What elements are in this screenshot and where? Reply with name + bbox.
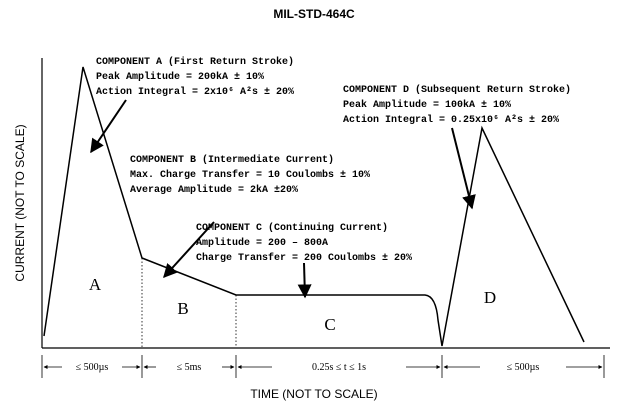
- annotation-line: Average Amplitude = 2kA ±20%: [130, 184, 298, 196]
- annotation-line: Peak Amplitude = 100kA ± 10%: [343, 99, 511, 111]
- region-label: A: [89, 275, 102, 294]
- waveform: [43, 66, 585, 347]
- axes: [41, 58, 610, 349]
- interval-markers: [41, 355, 605, 378]
- region-dividers: [141, 258, 237, 348]
- annotation-line: Charge Transfer = 200 Coulombs ± 20%: [196, 252, 412, 264]
- annotation-line: COMPONENT B (Intermediate Current): [130, 154, 334, 166]
- interval-label: 0.25s ≤ t ≤ 1s: [312, 362, 366, 373]
- interval-label: ≤ 500µs: [507, 362, 540, 373]
- annotation-line: Action Integral = 2x10⁶ A²s ± 20%: [96, 86, 294, 98]
- region-label: B: [177, 299, 188, 318]
- annotation-line: Action Integral = 0.25x10⁶ A²s ± 20%: [343, 114, 559, 126]
- pointer-arrows: [90, 99, 476, 299]
- title: MIL-STD-464C: [273, 7, 355, 21]
- interval-label: ≤ 5ms: [177, 362, 202, 373]
- labels: COMPONENT A (First Return Stroke) Peak Am…: [76, 56, 571, 373]
- region-label: D: [484, 288, 496, 307]
- annotation-line: Peak Amplitude = 200kA ± 10%: [96, 71, 264, 83]
- interval-label: ≤ 500µs: [76, 362, 109, 373]
- annotation-line: COMPONENT A (First Return Stroke): [96, 56, 294, 68]
- annotation-line: Amplitude = 200 – 800A: [196, 237, 328, 249]
- x-axis-label: TIME (NOT TO SCALE): [250, 387, 377, 401]
- annotation-line: COMPONENT D (Subsequent Return Stroke): [343, 84, 571, 96]
- annotation-line: Max. Charge Transfer = 10 Coulombs ± 10%: [130, 169, 370, 181]
- annotation-line: COMPONENT C (Continuing Current): [196, 222, 388, 234]
- y-axis-label: CURRENT (NOT TO SCALE): [13, 124, 27, 281]
- region-label: C: [324, 315, 335, 334]
